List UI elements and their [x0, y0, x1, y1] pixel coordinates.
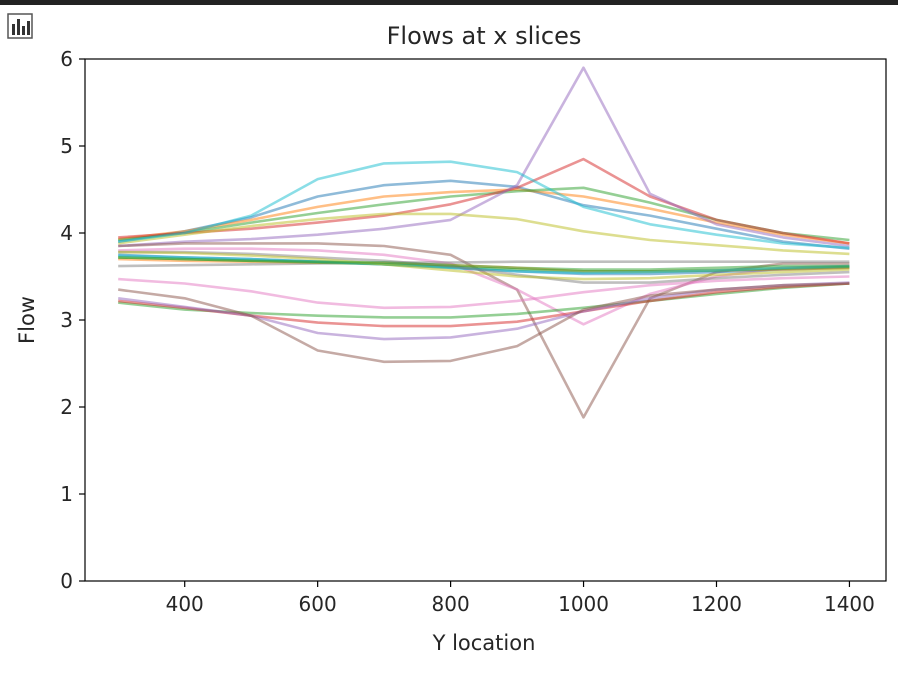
y-tick-label: 4	[60, 221, 73, 245]
x-tick-label: 1200	[691, 592, 742, 616]
series-line-4	[118, 157, 850, 245]
x-tick-label: 1400	[824, 592, 875, 616]
series-line-9	[118, 212, 850, 256]
y-tick-label: 3	[60, 308, 73, 332]
x-tick-label: 400	[166, 592, 204, 616]
y-tick-label: 1	[60, 482, 73, 506]
y-tick-label: 0	[60, 569, 73, 593]
series-line-19	[118, 275, 850, 310]
x-tick-label: 600	[299, 592, 337, 616]
x-axis-label: Y location	[432, 631, 536, 655]
chart-title: Flows at x slices	[387, 22, 582, 50]
bar-chart-icon[interactable]	[7, 13, 33, 39]
x-tick-label: 1000	[558, 592, 609, 616]
plot-area-frame	[84, 58, 887, 582]
y-tick-label: 6	[60, 47, 73, 71]
series-line-10	[118, 160, 850, 250]
series-line-8	[118, 260, 850, 268]
x-tick-label: 800	[432, 592, 470, 616]
series-line-22	[118, 256, 850, 271]
series-line-2	[118, 188, 850, 245]
y-tick-label: 2	[60, 395, 73, 419]
top-bar	[0, 0, 898, 5]
y-tick-label: 5	[60, 134, 73, 158]
series-line-20	[118, 250, 850, 284]
series-line-5	[118, 66, 850, 248]
y-axis-label: Flow	[15, 296, 39, 344]
series-line-18	[118, 282, 850, 364]
series-line-21	[118, 250, 850, 281]
